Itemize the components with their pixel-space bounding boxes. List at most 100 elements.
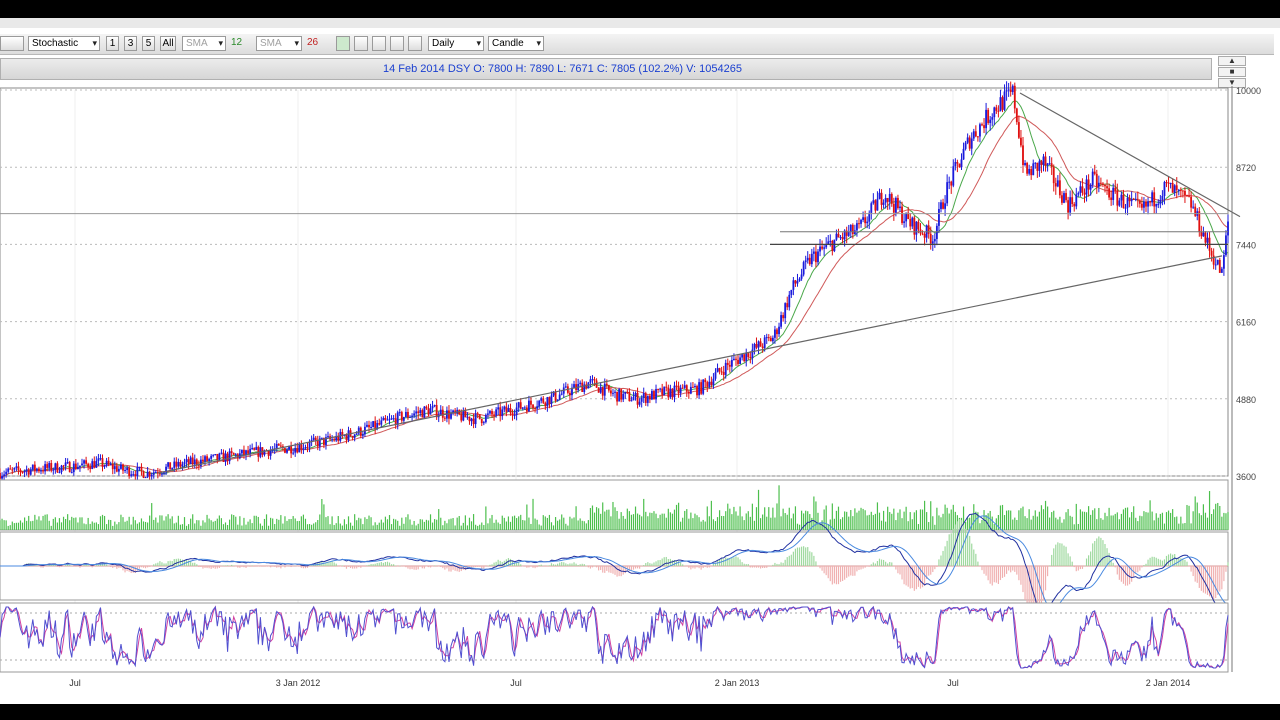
candle-body [19,470,22,473]
candle-body [423,406,426,418]
interval-select[interactable]: Daily [428,36,484,51]
candle-body [839,237,842,239]
ma2-period[interactable]: 26 [307,37,319,48]
candle-body [1120,194,1123,201]
candle-body [1081,186,1084,193]
candle-body [716,368,719,373]
candle-body [995,107,998,111]
candle-body [294,448,297,453]
candle-body [177,461,180,467]
ma1-period[interactable]: 12 [231,37,243,48]
draw-tool-5-button[interactable] [408,36,422,51]
candle-body [1056,180,1059,187]
candle-body [569,392,571,396]
candle-body [954,162,957,167]
candle-body [366,424,368,427]
candle-body [427,408,430,415]
toolbar-left-control[interactable] [0,36,24,51]
candle-body [890,193,893,204]
candle-body [974,131,977,137]
candle-body [897,197,899,209]
draw-tool-3-button[interactable] [372,36,386,51]
candle-body [7,468,10,472]
candle-body [815,251,817,263]
candle-body [685,385,688,392]
candle-body [620,389,623,400]
candle-body [601,386,604,396]
candle-body [1214,264,1217,266]
candle-body [322,437,325,445]
candle-body [903,221,906,223]
candle-body [257,446,260,457]
candle-body [54,463,57,470]
candle-body [646,396,649,403]
indicator-select[interactable]: Stochastic [28,36,100,51]
candle-body [226,453,229,462]
candle-body [1091,171,1094,185]
candle-body [68,462,71,473]
candle-body [808,257,811,265]
candle-body [476,413,479,415]
candle-body [394,418,397,426]
candle-body [687,391,690,394]
candle-body [636,392,639,405]
candle-body [1079,186,1082,193]
draw-tool-2-button[interactable] [354,36,368,51]
candle-body [17,466,20,471]
candle-body [222,452,225,462]
candle-body [1077,192,1080,195]
candle-body [240,449,243,454]
candle-body [880,192,883,205]
candle-body [87,463,90,468]
candle-body [76,467,79,469]
candle-body [370,427,372,429]
candle-body [571,387,573,396]
ma1-type-select[interactable]: SMA [182,36,226,51]
candle-body [913,217,916,235]
chart-type-select[interactable]: Candle [488,36,544,51]
candle-body [101,458,104,467]
candle-body [1169,182,1172,184]
period-button-1[interactable]: 1 [106,36,119,51]
candle-body [878,192,881,199]
candle-body [976,136,979,138]
draw-tool-4-button[interactable] [390,36,404,51]
period-button-3[interactable]: 3 [124,36,137,51]
candle-body [1200,231,1203,237]
candle-body [1181,190,1184,192]
candle-body [767,337,770,339]
candle-body [9,468,12,470]
candle-body [798,278,801,282]
panel-zoom-icon[interactable]: ■ [1218,67,1246,77]
candle-body [907,212,910,220]
candle-body [216,454,219,460]
candle-body [1153,192,1156,207]
candle-body [95,460,98,468]
candle-body [113,466,116,470]
candle-body [515,407,518,416]
date-tick-label: 3 Jan 2012 [276,678,321,688]
candle-body [35,468,38,471]
candle-body [819,246,821,252]
candle-body [97,458,100,461]
candle-body [1155,203,1158,207]
period-button-5[interactable]: 5 [142,36,155,51]
candle-body [792,280,795,290]
candle-body [702,379,705,394]
candle-body [860,219,862,224]
candle-body [124,470,126,472]
ma2-type-select[interactable]: SMA [256,36,302,51]
panel-restore-icon[interactable]: ▲ [1218,56,1246,66]
candle-body [962,148,965,160]
candle-body [150,474,153,477]
candle-body [277,443,280,446]
candle-body [513,415,516,417]
candle-body [251,448,254,450]
candle-body [409,416,411,418]
candle-body [23,470,26,473]
candle-body [940,202,942,209]
period-button-all[interactable]: All [160,36,176,51]
candle-body [911,217,914,227]
draw-tool-1-button[interactable] [336,36,350,51]
